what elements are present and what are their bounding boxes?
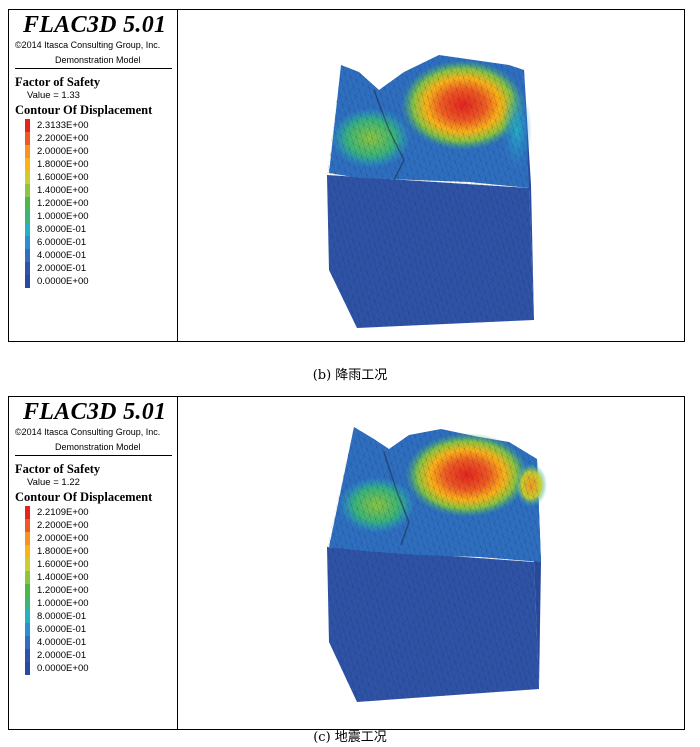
color-swatch — [25, 506, 30, 519]
scale-label: 1.4000E+00 — [37, 185, 89, 196]
scale-label: 0.0000E+00 — [37, 276, 89, 287]
copyright-text: ©2014 Itasca Consulting Group, Inc. — [15, 427, 161, 437]
software-title: FLAC3D 5.01 — [23, 399, 167, 425]
scale-label: 2.3133E+00 — [37, 120, 89, 131]
fos-heading: Factor of Safety — [15, 75, 101, 89]
result-panel-rainfall: FLAC3D 5.01 ©2014 Itasca Consulting Grou… — [8, 9, 685, 342]
color-swatch — [25, 571, 30, 584]
scale-label: 8.0000E-01 — [37, 611, 87, 622]
scale-label: 1.8000E+00 — [37, 159, 89, 170]
color-swatch — [25, 210, 30, 223]
scale-label: 1.4000E+00 — [37, 572, 89, 583]
fos-value: Value = 1.22 — [27, 477, 80, 488]
result-panel-earthquake: FLAC3D 5.01 ©2014 Itasca Consulting Grou… — [8, 396, 685, 730]
color-swatch — [25, 132, 30, 145]
color-swatch — [25, 519, 30, 532]
color-swatch — [25, 532, 30, 545]
scale-label: 6.0000E-01 — [37, 624, 87, 635]
contour-heading: Contour Of Displacement — [15, 490, 153, 504]
color-swatch — [25, 262, 30, 275]
color-swatch — [25, 558, 30, 571]
scale-label: 4.0000E-01 — [37, 250, 87, 261]
color-swatch — [25, 145, 30, 158]
model-name: Demonstration Model — [55, 442, 141, 452]
divider — [15, 455, 172, 456]
scale-label: 2.0000E-01 — [37, 650, 87, 661]
scale-label: 2.0000E+00 — [37, 533, 89, 544]
copyright-text: ©2014 Itasca Consulting Group, Inc. — [15, 40, 161, 50]
color-swatch — [25, 223, 30, 236]
displacement-contour-plot — [327, 55, 534, 328]
color-swatch — [25, 119, 30, 132]
color-swatch — [25, 158, 30, 171]
color-swatch — [25, 545, 30, 558]
scale-label: 1.2000E+00 — [37, 585, 89, 596]
legend-box: FLAC3D 5.01 ©2014 Itasca Consulting Grou… — [9, 397, 178, 729]
scale-label: 2.0000E-01 — [37, 263, 87, 274]
divider — [15, 68, 172, 69]
slope-model-view — [179, 10, 684, 341]
color-swatch — [25, 184, 30, 197]
model-name: Demonstration Model — [55, 55, 141, 65]
fos-heading: Factor of Safety — [15, 462, 101, 476]
scale-label: 8.0000E-01 — [37, 224, 87, 235]
color-swatch — [25, 171, 30, 184]
displacement-contour-plot — [327, 427, 547, 702]
figure-caption: (b) 降雨工况 — [312, 368, 388, 383]
color-swatch — [25, 623, 30, 636]
scale-label: 1.8000E+00 — [37, 546, 89, 557]
color-swatch — [25, 636, 30, 649]
scale-label: 4.0000E-01 — [37, 637, 87, 648]
color-swatch — [25, 649, 30, 662]
color-swatch — [25, 236, 30, 249]
scale-label: 2.2109E+00 — [37, 507, 89, 518]
contour-heading: Contour Of Displacement — [15, 103, 153, 117]
color-swatch — [25, 275, 30, 288]
figure-caption: (c) 地震工况 — [313, 730, 387, 745]
scale-label: 2.2000E+00 — [37, 520, 89, 531]
color-swatch — [25, 610, 30, 623]
scale-label: 1.0000E+00 — [37, 211, 89, 222]
color-swatch — [25, 584, 30, 597]
color-swatch — [25, 249, 30, 262]
legend-box: FLAC3D 5.01 ©2014 Itasca Consulting Grou… — [9, 10, 178, 341]
scale-label: 2.0000E+00 — [37, 146, 89, 157]
slope-model-view — [179, 397, 684, 729]
scale-label: 1.6000E+00 — [37, 172, 89, 183]
scale-label: 2.2000E+00 — [37, 133, 89, 144]
scale-label: 1.2000E+00 — [37, 198, 89, 209]
scale-label: 0.0000E+00 — [37, 663, 89, 674]
color-swatch — [25, 597, 30, 610]
color-swatch — [25, 662, 30, 675]
fos-value: Value = 1.33 — [27, 90, 80, 101]
software-title: FLAC3D 5.01 — [23, 12, 167, 38]
scale-label: 1.6000E+00 — [37, 559, 89, 570]
color-swatch — [25, 197, 30, 210]
scale-label: 1.0000E+00 — [37, 598, 89, 609]
scale-label: 6.0000E-01 — [37, 237, 87, 248]
